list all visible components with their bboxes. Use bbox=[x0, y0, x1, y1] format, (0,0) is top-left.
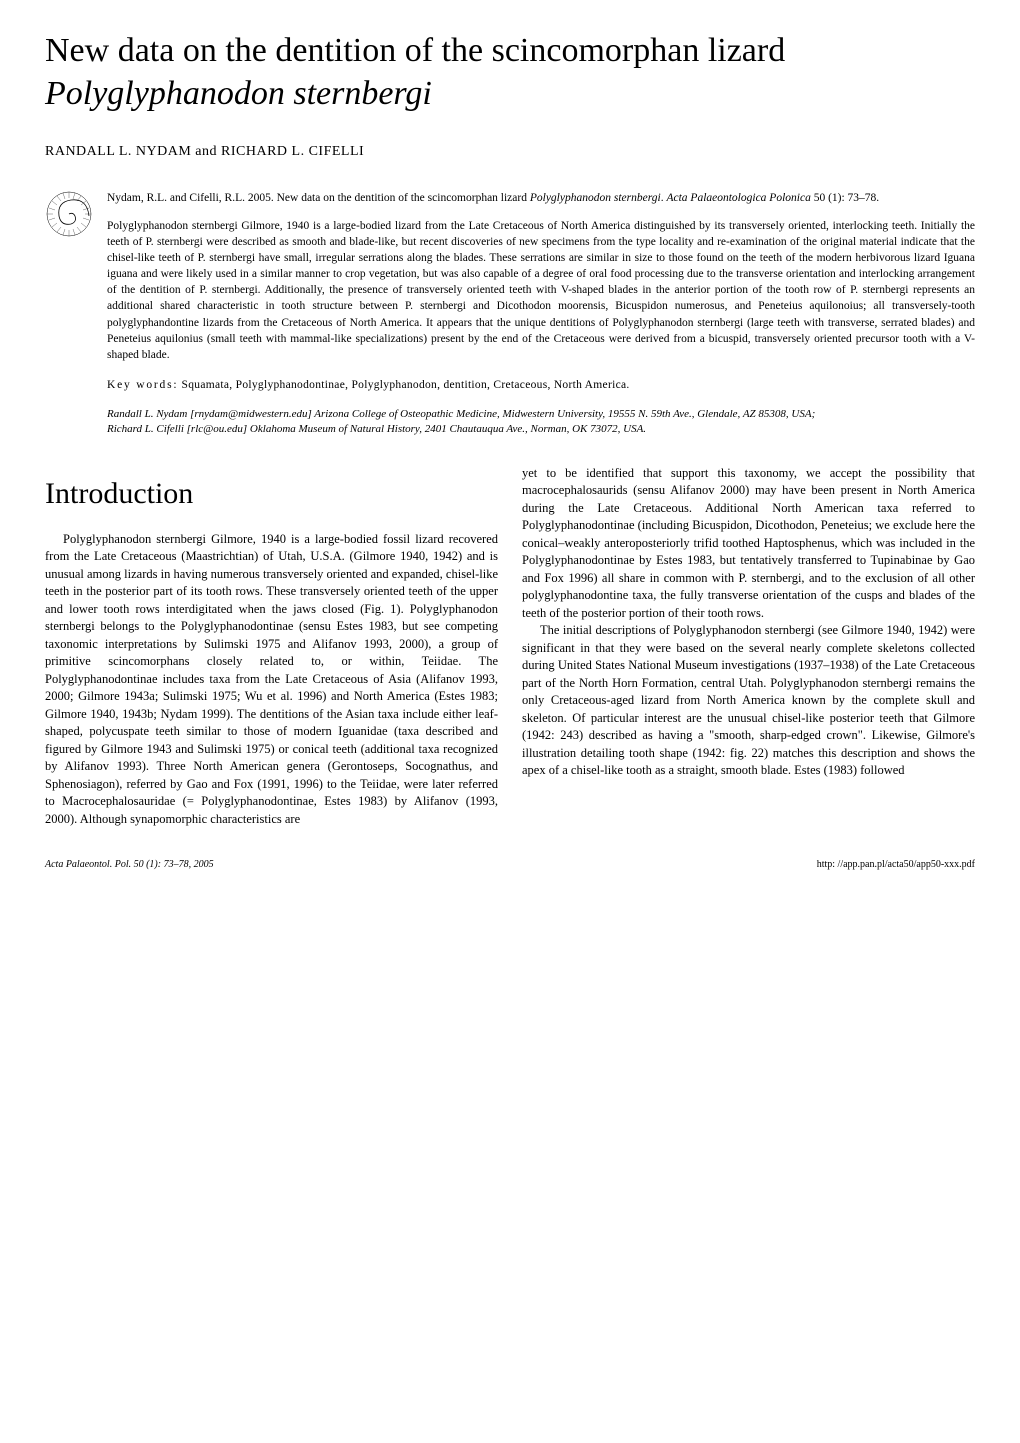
affiliation-2: Richard L. Cifelli [rlc@ou.edu] Oklahoma… bbox=[107, 422, 975, 437]
authors-line: RANDALL L. NYDAM and RICHARD L. CIFELLI bbox=[45, 143, 975, 162]
abstract-text-block: Nydam, R.L. and Cifelli, R.L. 2005. New … bbox=[107, 190, 975, 437]
affiliation-1: Randall L. Nydam [rnydam@midwestern.edu]… bbox=[107, 407, 975, 422]
body-columns: Introduction Polyglyphanodon sternbergi … bbox=[45, 465, 975, 829]
keywords-line: Key words: Squamata, Polyglyphanodontina… bbox=[107, 377, 975, 393]
footer-left: Acta Palaeontol. Pol. 50 (1): 73–78, 200… bbox=[45, 858, 214, 872]
title-species: Polyglyphanodon sternbergi bbox=[45, 75, 432, 112]
abstract-body: Polyglyphanodon sternbergi Gilmore, 1940… bbox=[107, 218, 975, 363]
column-left: Introduction Polyglyphanodon sternbergi … bbox=[45, 465, 498, 829]
body-col2-p2: The initial descriptions of Polyglyphano… bbox=[522, 622, 975, 780]
keywords-label: Key words: bbox=[107, 379, 178, 391]
ammonite-icon bbox=[45, 190, 93, 238]
page-title: New data on the dentition of the scincom… bbox=[45, 30, 975, 115]
section-heading-introduction: Introduction bbox=[45, 473, 498, 515]
citation-species: Polyglyphanodon sternbergi bbox=[530, 192, 661, 204]
keywords-text: Squamata, Polyglyphanodontinae, Polyglyp… bbox=[178, 379, 629, 391]
page-footer: Acta Palaeontol. Pol. 50 (1): 73–78, 200… bbox=[45, 858, 975, 872]
body-col1-p1: Polyglyphanodon sternbergi Gilmore, 1940… bbox=[45, 531, 498, 829]
citation-journal: Acta Palaeontologica Polonica bbox=[666, 192, 810, 204]
affiliations-block: Randall L. Nydam [rnydam@midwestern.edu]… bbox=[107, 407, 975, 437]
citation-authors: Nydam, R.L. and Cifelli, R.L. 2005. New … bbox=[107, 192, 530, 204]
title-text: New data on the dentition of the scincom… bbox=[45, 32, 785, 69]
column-right: yet to be identified that support this t… bbox=[522, 465, 975, 829]
citation-line: Nydam, R.L. and Cifelli, R.L. 2005. New … bbox=[107, 190, 975, 206]
citation-issue: 50 (1): 73–78. bbox=[811, 192, 879, 204]
abstract-container: Nydam, R.L. and Cifelli, R.L. 2005. New … bbox=[45, 190, 975, 437]
footer-right: http: //app.pan.pl/acta50/app50-xxx.pdf bbox=[817, 858, 975, 872]
body-col2-p1: yet to be identified that support this t… bbox=[522, 465, 975, 623]
